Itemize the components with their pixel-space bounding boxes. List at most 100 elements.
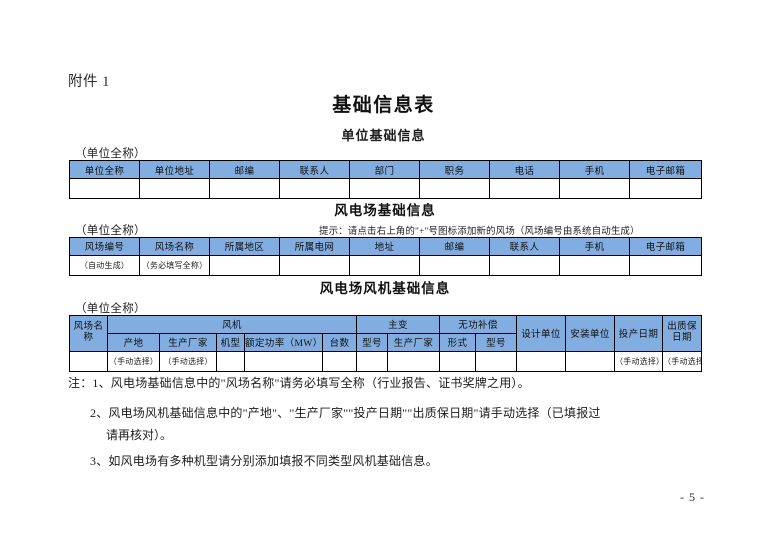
col-position: 职务 xyxy=(419,160,490,179)
cell-design-unit[interactable] xyxy=(516,350,567,372)
unit-info-label-row: （单位全称） xyxy=(69,145,701,160)
cell-mobile[interactable] xyxy=(559,178,630,199)
windfarm-hint-text: 提示：请点击右上角的"+"号图标添加新的风场（风场编号由系统自动生成） xyxy=(319,226,640,237)
cell-manufacturer[interactable]: （手动选择） xyxy=(159,350,217,372)
col-production-date: 投产日期 xyxy=(614,314,664,352)
col-rc-model: 型号 xyxy=(475,332,518,352)
col-phone: 电话 xyxy=(489,160,560,179)
section-unit-info: （单位全称） 单位全称 单位地址 邮编 联系人 部门 职务 电话 手机 电子邮箱 xyxy=(69,145,702,199)
col-postcode: 邮编 xyxy=(419,236,490,256)
col-windfarm-id: 风场编号 xyxy=(69,236,140,256)
table-row: （自动生成） （务必填写全称） xyxy=(69,254,702,276)
cell-email[interactable] xyxy=(629,254,702,276)
cell-postcode[interactable] xyxy=(209,178,280,199)
col-mobile: 手机 xyxy=(559,236,630,256)
turbine-info-table: 风场名称 风机 主变 无功补偿 设计单位 安装单位 投产日期 出质保日期 产地 … xyxy=(69,314,703,372)
cell-install-unit[interactable] xyxy=(565,350,616,372)
cell-rc-form[interactable] xyxy=(439,350,477,372)
col-postcode: 邮编 xyxy=(209,160,280,179)
cell-turbine-model[interactable] xyxy=(216,350,245,372)
section-turbine-info: 风电场风机基础信息 （单位全称） 风场名称 风机 主变 无功补偿 设计单 xyxy=(69,281,703,372)
cell-origin[interactable]: （手动选择） xyxy=(107,350,160,372)
turbine-label-row: （单位全称） xyxy=(69,300,701,315)
col-windfarm-name: 风场名称 xyxy=(139,236,210,256)
cell-windfarm-id: （自动生成） xyxy=(69,254,140,276)
cell-production-date[interactable]: （手动选择） xyxy=(614,350,664,372)
cell-mobile[interactable] xyxy=(559,254,630,276)
cell-unit-address[interactable] xyxy=(139,178,210,199)
unit-full-name-label: （单位全称） xyxy=(75,148,146,160)
page-number: - 5 - xyxy=(680,490,705,504)
col-rated-power: 额定功率（MW） xyxy=(244,332,323,352)
group-turbine: 风机 xyxy=(106,314,358,334)
note-item-1: 注：1、风电场基础信息中的"风场名称"请务必填写全称（行业报告、证书奖牌之用）。 xyxy=(68,374,718,392)
cell-contact-person[interactable] xyxy=(279,178,350,199)
col-windfarm-name: 风场名称 xyxy=(69,314,108,352)
cell-rc-model[interactable] xyxy=(475,350,518,372)
windfarm-unit-full-name-label: （单位全称） xyxy=(75,224,146,237)
cell-address[interactable] xyxy=(349,254,420,276)
note-item-3: 3、如风电场有多种机型请分别添加填报不同类型风机基础信息。 xyxy=(90,454,438,468)
unit-info-table: 单位全称 单位地址 邮编 联系人 部门 职务 电话 手机 电子邮箱 xyxy=(69,160,702,199)
page-subtitle: 单位基础信息 xyxy=(341,128,426,143)
col-turbine-model: 机型 xyxy=(216,332,245,352)
cell-contact-person[interactable] xyxy=(489,254,560,276)
windfarm-section-heading: 风电场基础信息 xyxy=(334,203,436,218)
cell-phone[interactable] xyxy=(489,178,560,199)
col-unit-count: 台数 xyxy=(321,332,358,352)
group-main-transformer: 主变 xyxy=(356,314,441,334)
table-header-group-row: 风场名称 风机 主变 无功补偿 设计单位 安装单位 投产日期 出质保日期 xyxy=(69,314,703,352)
cell-windfarm-name[interactable] xyxy=(69,350,108,372)
cell-unit-full-name[interactable] xyxy=(69,178,140,199)
col-department: 部门 xyxy=(349,160,420,179)
col-email: 电子邮箱 xyxy=(629,160,702,179)
col-unit-full-name: 单位全称 xyxy=(69,160,140,179)
col-contact-person: 联系人 xyxy=(489,236,560,256)
col-rc-form: 形式 xyxy=(439,332,477,352)
cell-rated-power[interactable] xyxy=(244,350,323,372)
cell-power-grid[interactable] xyxy=(279,254,350,276)
cell-position[interactable] xyxy=(419,178,490,199)
col-email: 电子邮箱 xyxy=(629,236,702,256)
cell-email[interactable] xyxy=(629,178,702,199)
notes-label: 注： xyxy=(68,376,93,390)
attachment-label: 附件 1 xyxy=(68,74,110,90)
note-1-text: 1、风电场基础信息中的"风场名称"请务必填写全称（行业报告、证书奖牌之用）。 xyxy=(92,376,530,390)
turbine-section-heading: 风电场风机基础信息 xyxy=(319,281,451,296)
col-address: 地址 xyxy=(349,236,420,256)
cell-postcode[interactable] xyxy=(419,254,490,276)
page-title: 基础信息表 xyxy=(332,95,435,116)
section-windfarm-info: 风电场基础信息 （单位全称） 提示：请点击右上角的"+"号图标添加新的风场（风场… xyxy=(69,203,702,276)
notes-block: 注：1、风电场基础信息中的"风场名称"请务必填写全称（行业报告、证书奖牌之用）。… xyxy=(68,374,718,482)
note-item-2: 2、风电场风机基础信息中的"产地"、"生产厂家""投产日期""出质保日期"请手动… xyxy=(90,406,601,420)
windfarm-label-row: （单位全称） 提示：请点击右上角的"+"号图标添加新的风场（风场编号由系统自动生… xyxy=(69,222,701,237)
windfarm-info-table: 风场编号 风场名称 所属地区 所属电网 地址 邮编 联系人 手机 电子邮箱 （自… xyxy=(69,236,702,276)
col-contact-person: 联系人 xyxy=(279,160,350,179)
col-design-unit: 设计单位 xyxy=(516,314,567,352)
cell-mt-manufacturer[interactable] xyxy=(387,350,441,372)
col-warranty-expiry-date: 出质保日期 xyxy=(662,314,703,352)
cell-warranty-expiry-date[interactable]: （手动选择） xyxy=(662,350,703,372)
table-header-row: 单位全称 单位地址 邮编 联系人 部门 职务 电话 手机 电子邮箱 xyxy=(69,160,702,179)
col-mt-manufacturer: 生产厂家 xyxy=(387,332,441,352)
note-item-2-continuation: 请再核对）。 xyxy=(106,428,173,442)
col-manufacturer: 生产厂家 xyxy=(159,332,217,352)
table-row: （手动选择） （手动选择） （手动选择） （手动选择） xyxy=(69,350,703,372)
cell-region[interactable] xyxy=(209,254,280,276)
table-header-row: 风场编号 风场名称 所属地区 所属电网 地址 邮编 联系人 手机 电子邮箱 xyxy=(69,236,702,256)
cell-windfarm-name[interactable]: （务必填写全称） xyxy=(139,254,210,276)
col-origin: 产地 xyxy=(107,332,160,352)
group-reactive-compensation: 无功补偿 xyxy=(439,314,518,334)
col-region: 所属地区 xyxy=(209,236,280,256)
cell-department[interactable] xyxy=(349,178,420,199)
col-power-grid: 所属电网 xyxy=(279,236,350,256)
col-unit-address: 单位地址 xyxy=(139,160,210,179)
cell-unit-count[interactable] xyxy=(321,350,358,372)
cell-mt-model[interactable] xyxy=(356,350,389,372)
col-mobile: 手机 xyxy=(559,160,630,179)
col-install-unit: 安装单位 xyxy=(565,314,616,352)
turbine-unit-full-name-label: （单位全称） xyxy=(75,302,146,315)
col-mt-model: 型号 xyxy=(356,332,389,352)
table-row xyxy=(69,178,702,199)
